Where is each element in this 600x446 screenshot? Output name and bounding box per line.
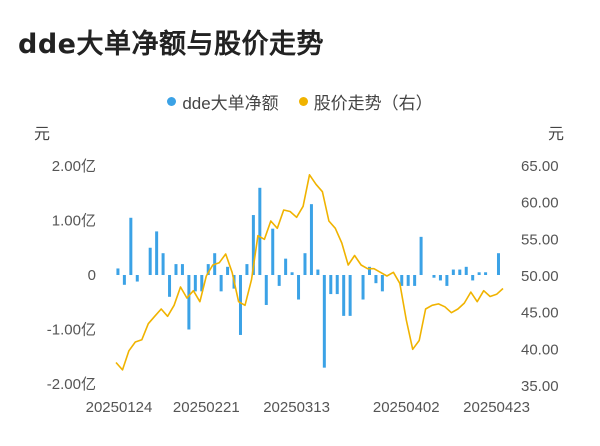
dde-bar bbox=[438, 275, 442, 281]
dde-bar bbox=[206, 264, 210, 275]
chart-legend: dde大单净额 股价走势（右） bbox=[0, 88, 600, 114]
dde-bar bbox=[309, 204, 313, 275]
dde-bar bbox=[316, 269, 320, 275]
line-series bbox=[115, 174, 504, 371]
legend-item-dde[interactable]: dde大单净额 bbox=[167, 89, 279, 114]
right-axis: 元 65.00 60.00 55.00 50.00 45.00 40.00 35.00 bbox=[521, 124, 564, 395]
dde-bar bbox=[496, 253, 500, 275]
dde-bar bbox=[180, 264, 184, 275]
left-tick-label: 1.00亿 bbox=[52, 213, 96, 230]
dde-bar bbox=[290, 272, 294, 275]
dde-bar bbox=[348, 275, 352, 316]
dde-bar bbox=[458, 269, 462, 275]
dde-bar bbox=[122, 275, 126, 285]
dde-bar bbox=[226, 266, 230, 275]
dde-bar bbox=[168, 275, 172, 297]
dde-bar bbox=[406, 275, 410, 286]
dde-bar bbox=[264, 275, 268, 305]
dde-bar bbox=[219, 275, 223, 292]
dde-bar bbox=[284, 258, 288, 275]
x-tick-label: 20250402 bbox=[373, 399, 440, 416]
left-tick-label: 2.00亿 bbox=[52, 158, 96, 175]
dde-bar bbox=[419, 236, 423, 275]
dde-bar bbox=[238, 275, 242, 335]
dde-bar bbox=[297, 275, 301, 300]
right-tick-label: 55.00 bbox=[521, 231, 559, 248]
bar-series bbox=[116, 187, 500, 368]
x-tick-label: 20250423 bbox=[463, 399, 530, 416]
dde-bar bbox=[258, 187, 262, 275]
legend-dot-icon bbox=[167, 96, 177, 106]
dde-bar bbox=[161, 253, 165, 275]
x-tick-label: 20250221 bbox=[173, 399, 240, 416]
dde-bar bbox=[245, 264, 249, 275]
dde-bar bbox=[271, 228, 275, 275]
legend-label-dde: dde大单净额 bbox=[182, 93, 279, 113]
dde-bar bbox=[361, 275, 365, 300]
x-tick-label: 20250313 bbox=[263, 399, 330, 416]
chart-title: dde大单净额与股价走势 bbox=[18, 29, 324, 60]
dde-bar bbox=[155, 231, 159, 275]
dde-bar bbox=[329, 275, 333, 295]
right-axis-unit: 元 bbox=[548, 124, 564, 143]
left-axis-unit: 元 bbox=[34, 124, 50, 143]
right-tick-label: 60.00 bbox=[521, 195, 559, 212]
left-axis: 元2.00亿 1.00亿 0 -1.00亿 -2.00亿 bbox=[34, 124, 96, 393]
dde-bar bbox=[251, 215, 255, 275]
left-tick-label: -1.00亿 bbox=[47, 322, 96, 339]
dde-bar bbox=[342, 275, 346, 316]
dde-bar bbox=[135, 275, 139, 282]
right-tick-label: 50.00 bbox=[521, 268, 559, 285]
dde-bar bbox=[200, 275, 204, 292]
right-tick-label: 40.00 bbox=[521, 341, 559, 358]
right-tick-label: 35.00 bbox=[521, 378, 559, 395]
dde-bar bbox=[432, 275, 436, 278]
dde-bar bbox=[116, 268, 120, 275]
dde-bar bbox=[400, 275, 404, 286]
left-tick-label: 0 bbox=[88, 267, 96, 284]
dde-bar bbox=[464, 266, 468, 275]
dde-bar bbox=[187, 275, 191, 330]
left-tick-label: -2.00亿 bbox=[47, 376, 96, 393]
dde-bar bbox=[322, 275, 326, 368]
x-tick-label: 20250124 bbox=[86, 399, 153, 416]
dde-bar bbox=[303, 253, 307, 275]
legend-dot-icon bbox=[298, 96, 308, 106]
dde-bar bbox=[445, 275, 449, 286]
dde-bar bbox=[484, 272, 488, 275]
dde-bar bbox=[148, 247, 152, 275]
right-tick-label: 45.00 bbox=[521, 305, 559, 322]
price-line bbox=[115, 174, 504, 371]
dde-bar bbox=[451, 269, 455, 275]
dde-bar bbox=[413, 275, 417, 286]
dde-bar bbox=[335, 275, 339, 295]
legend-item-price[interactable]: 股价走势（右） bbox=[298, 89, 433, 114]
dde-bar bbox=[471, 275, 475, 281]
dde-bar bbox=[374, 275, 378, 284]
legend-label-price: 股价走势（右） bbox=[313, 93, 433, 113]
dde-bar bbox=[277, 275, 281, 286]
dde-bar bbox=[367, 266, 371, 275]
dde-bar bbox=[174, 264, 178, 275]
right-tick-label: 65.00 bbox=[521, 158, 559, 175]
dde-bar bbox=[193, 275, 197, 292]
dde-bar bbox=[477, 272, 481, 275]
dde-bar bbox=[129, 217, 133, 275]
dde-bar bbox=[380, 275, 384, 292]
x-axis: 20250124 20250221 20250313 20250402 20250423 bbox=[86, 399, 530, 416]
